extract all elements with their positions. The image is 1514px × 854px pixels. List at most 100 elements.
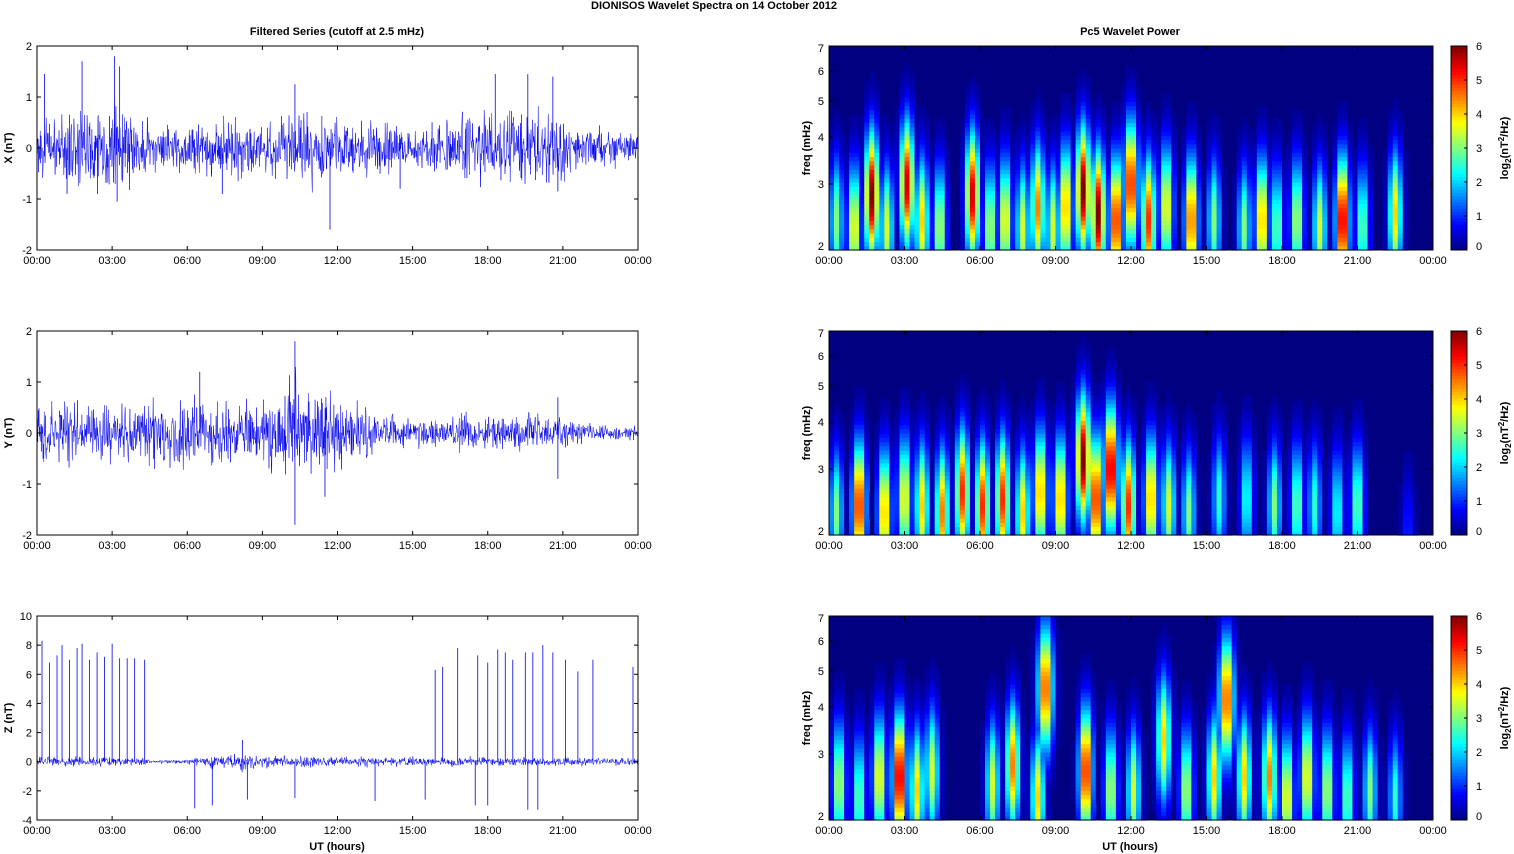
heatmap-cell <box>1005 224 1011 230</box>
heatmap-cell <box>1020 241 1026 247</box>
heatmap-cell <box>1196 131 1203 136</box>
heatmap-cell <box>949 518 956 523</box>
heatmap-cell <box>1231 203 1238 209</box>
heatmap-cell <box>1392 126 1399 132</box>
heatmap-cell <box>954 530 961 536</box>
heatmap-cell <box>1015 148 1021 153</box>
heatmap-cell <box>1246 199 1253 204</box>
heatmap-cell <box>1181 160 1187 166</box>
heatmap-cell <box>1387 152 1394 158</box>
heatmap-cell <box>1110 186 1117 192</box>
heatmap-cell <box>919 143 926 149</box>
heatmap-cell <box>929 177 936 183</box>
heatmap-cell <box>1020 177 1026 183</box>
heatmap-cell <box>1292 156 1298 162</box>
heatmap-cell <box>834 420 840 426</box>
heatmap-cell <box>899 148 906 153</box>
heatmap-cell <box>849 114 855 119</box>
heatmap-cell <box>954 445 961 451</box>
heatmap-cell <box>1085 109 1092 115</box>
heatmap-cell <box>854 135 860 141</box>
heatmap-cell <box>1050 126 1057 132</box>
heatmap-cell <box>1397 211 1404 217</box>
heatmap-cell <box>1146 173 1152 179</box>
heatmap-cell <box>829 530 835 536</box>
heatmap-cell <box>939 518 946 523</box>
heatmap-cell <box>874 479 880 485</box>
heatmap-cell <box>1161 152 1167 158</box>
heatmap-cell <box>894 441 901 447</box>
heatmap-cell <box>914 224 921 230</box>
heatmap-cell <box>1317 131 1323 136</box>
heatmap-cell <box>1342 114 1349 119</box>
heatmap-cell <box>1292 233 1298 238</box>
heatmap-cell <box>1125 224 1132 230</box>
heatmap-cell <box>1387 109 1394 115</box>
heatmap-cell <box>980 428 986 434</box>
heatmap-cell <box>1317 126 1323 132</box>
heatmap-cell <box>1156 118 1162 124</box>
heatmap-cell <box>1392 169 1399 175</box>
heatmap-cell <box>1191 105 1198 111</box>
heatmap-cell <box>1050 182 1057 187</box>
heatmap-cell <box>1287 139 1293 145</box>
heatmap-cell <box>839 160 845 166</box>
heatmap-cell <box>1040 237 1047 243</box>
heatmap-cell <box>929 156 936 162</box>
heatmap-cell <box>1100 211 1107 217</box>
heatmap-cell <box>1362 194 1369 200</box>
heatmap-cell <box>939 462 946 468</box>
heatmap-cell <box>1191 245 1198 251</box>
heatmap-cell <box>849 526 855 532</box>
heatmap-cell <box>969 148 976 153</box>
heatmap-cell <box>974 84 981 90</box>
heatmap-cell <box>1075 186 1082 192</box>
heatmap-cell <box>864 518 870 523</box>
heatmap-cell <box>939 522 946 528</box>
heatmap-cell <box>1357 190 1364 196</box>
heatmap-cell <box>924 126 931 132</box>
heatmap-cell <box>1357 148 1364 153</box>
heatmap-cell <box>924 216 931 221</box>
heatmap-cell <box>1302 182 1308 187</box>
heatmap-cell <box>980 484 986 489</box>
heatmap-cell <box>1402 207 1409 213</box>
heatmap-cell <box>1151 203 1157 209</box>
heatmap-cell <box>844 143 850 149</box>
heatmap-cell <box>909 518 916 523</box>
heatmap-cell <box>1035 177 1041 183</box>
heatmap-cell <box>1166 109 1172 115</box>
heatmap-cell <box>829 424 835 430</box>
heatmap-cell <box>829 139 835 145</box>
heatmap-cell <box>1347 152 1354 158</box>
heatmap-cell <box>1105 245 1112 251</box>
heatmap-cell <box>1000 118 1006 124</box>
heatmap-cell <box>914 114 921 119</box>
heatmap-cell <box>839 131 845 136</box>
heatmap-cell <box>834 216 840 221</box>
heatmap-cell <box>990 228 996 234</box>
heatmap-cell <box>849 186 855 192</box>
heatmap-cell <box>839 203 845 209</box>
heatmap-cell <box>1181 220 1187 226</box>
heatmap-cell <box>904 97 911 102</box>
y-tick-label: -2 <box>22 786 32 798</box>
heatmap-cell <box>859 526 865 532</box>
heatmap-cell <box>1392 237 1399 243</box>
heatmap-cell <box>980 139 986 145</box>
heatmap-cell <box>995 433 1001 438</box>
heatmap-cell <box>1307 203 1313 209</box>
heatmap-cell <box>1357 186 1364 192</box>
heatmap-cell <box>839 216 845 221</box>
heatmap-cell <box>1055 199 1062 204</box>
heatmap-cell <box>1297 152 1303 158</box>
heatmap-cell <box>964 165 971 170</box>
y-axis-label: freq (mHz) <box>801 120 813 175</box>
heatmap-cell <box>894 492 901 498</box>
heatmap-cell <box>914 475 921 481</box>
heatmap-cell <box>954 407 961 413</box>
heatmap-cell <box>1136 207 1142 213</box>
heatmap-cell <box>1256 169 1263 175</box>
heatmap-cell <box>909 131 916 136</box>
heatmap-cell <box>954 501 961 506</box>
